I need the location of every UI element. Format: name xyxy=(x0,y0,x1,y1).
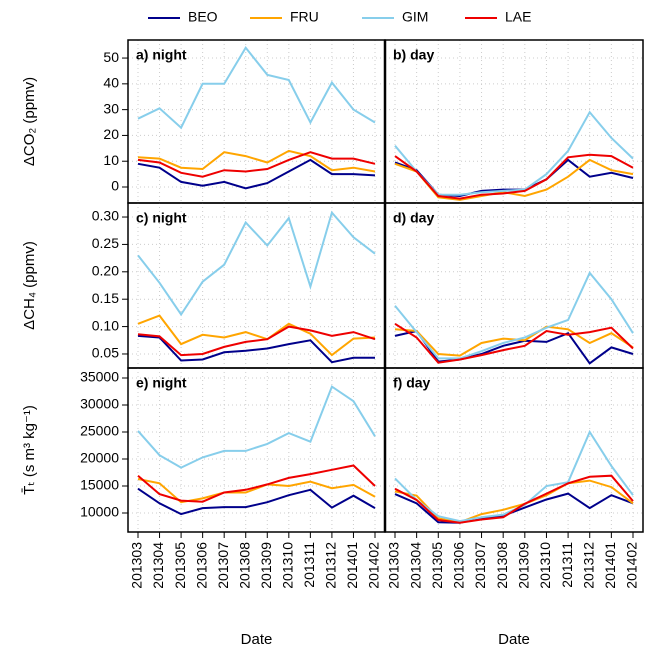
series-line xyxy=(137,210,376,317)
y-tick-label: 0.15 xyxy=(92,290,119,306)
panel-frame xyxy=(127,39,386,204)
x-tick-label: 201308 xyxy=(494,542,510,589)
x-tick-label: 201304 xyxy=(150,542,166,589)
x-tick-label: 201401 xyxy=(344,542,360,589)
x-tick-label: 201303 xyxy=(386,542,402,589)
y-axis-label: T̄ₜ (s m³ kg⁻¹) xyxy=(21,405,38,495)
x-tick-label: 201401 xyxy=(602,542,618,589)
y-tick-label: 20 xyxy=(103,126,119,142)
panel-title: f) day xyxy=(393,375,431,391)
series-line xyxy=(394,153,634,200)
x-tick-label: 201310 xyxy=(280,542,296,589)
y-tick-label: 0.10 xyxy=(92,317,119,333)
series-line xyxy=(394,271,634,360)
series-line xyxy=(137,314,376,357)
x-tick-label: 201402 xyxy=(624,542,640,589)
y-tick-label: 10 xyxy=(103,152,119,168)
y-tick-label: 30 xyxy=(103,100,119,116)
x-axis-label: Date xyxy=(241,631,273,648)
series-line xyxy=(137,325,376,357)
y-tick-label: 20000 xyxy=(80,450,119,466)
y-tick-label: 0 xyxy=(111,178,119,194)
x-tick-label: 201311 xyxy=(559,542,575,588)
x-tick-label: 201305 xyxy=(172,542,188,589)
series-line xyxy=(137,149,376,173)
series-line xyxy=(137,464,376,503)
y-axis-label: ΔCH₄ (ppmv) xyxy=(21,241,38,330)
series-line xyxy=(137,487,376,516)
y-tick-label: 35000 xyxy=(80,369,119,385)
legend-label: GIM xyxy=(402,9,428,25)
x-tick-label: 201308 xyxy=(236,542,252,589)
series-line xyxy=(137,45,376,130)
x-tick-label: 201312 xyxy=(580,542,596,589)
y-axis-label: ΔCO₂ (ppmv) xyxy=(21,77,38,166)
y-tick-label: 25000 xyxy=(80,423,119,439)
series-line xyxy=(137,158,376,190)
y-tick-label: 30000 xyxy=(80,396,119,412)
x-tick-label: 201307 xyxy=(215,542,231,589)
x-axis-label: Date xyxy=(498,631,530,648)
legend-label: BEO xyxy=(188,9,218,25)
x-tick-label: 201306 xyxy=(451,542,467,589)
y-tick-label: 0.05 xyxy=(92,345,119,361)
legend-label: LAE xyxy=(505,9,531,25)
y-tick-label: 0.25 xyxy=(92,235,119,251)
x-tick-label: 201310 xyxy=(537,542,553,589)
series-line xyxy=(394,110,634,196)
series-line xyxy=(394,158,634,201)
panel-title: e) night xyxy=(136,375,187,391)
x-tick-label: 201305 xyxy=(429,542,445,589)
panel-title: b) day xyxy=(393,47,434,63)
series-line xyxy=(394,322,634,364)
y-tick-label: 40 xyxy=(103,75,119,91)
panel-title: c) night xyxy=(136,210,187,226)
y-tick-label: 15000 xyxy=(80,477,119,493)
x-tick-label: 201402 xyxy=(366,542,382,589)
panel-title: d) day xyxy=(393,210,434,226)
y-tick-label: 0.20 xyxy=(92,263,119,279)
series-line xyxy=(137,385,376,469)
series-line xyxy=(137,151,376,178)
y-tick-label: 10000 xyxy=(80,504,119,520)
y-tick-label: 50 xyxy=(103,49,119,65)
x-tick-label: 201303 xyxy=(129,542,145,589)
panel-title: a) night xyxy=(136,47,187,63)
x-tick-label: 201309 xyxy=(258,542,274,589)
x-tick-label: 201312 xyxy=(323,542,339,589)
y-tick-label: 0.30 xyxy=(92,208,119,224)
x-tick-label: 201304 xyxy=(407,542,423,589)
x-tick-label: 201309 xyxy=(516,542,532,589)
x-tick-label: 201311 xyxy=(301,542,317,588)
series-line xyxy=(394,474,634,524)
series-line xyxy=(394,329,634,365)
legend-label: FRU xyxy=(290,9,319,25)
series-line xyxy=(137,334,375,364)
x-tick-label: 201306 xyxy=(193,542,209,589)
x-tick-label: 201307 xyxy=(472,542,488,589)
series-line xyxy=(394,492,634,524)
